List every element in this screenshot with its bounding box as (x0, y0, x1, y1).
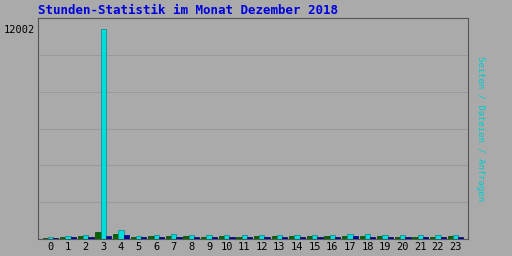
Bar (131, 237, 136, 239)
Bar (201, 237, 206, 239)
Bar (48, 237, 53, 239)
Bar (412, 237, 418, 239)
Bar (206, 235, 211, 239)
Bar (377, 236, 382, 239)
Bar (430, 237, 435, 239)
Bar (254, 236, 259, 239)
Bar (359, 236, 365, 239)
Text: Stunden-Statistik im Monat Dezember 2018: Stunden-Statistik im Monat Dezember 2018 (38, 4, 338, 17)
Bar (83, 234, 89, 239)
Text: Seiten / Dateien / Anfragen: Seiten / Dateien / Anfragen (477, 56, 485, 201)
Bar (183, 236, 189, 239)
Bar (447, 236, 453, 239)
Bar (294, 235, 300, 239)
Bar (154, 235, 159, 239)
Bar (229, 237, 234, 239)
Bar (458, 237, 463, 239)
Bar (277, 235, 282, 239)
Bar (400, 235, 406, 239)
Bar (347, 234, 353, 239)
Bar (42, 238, 48, 239)
Bar (211, 237, 217, 239)
Bar (189, 235, 194, 239)
Bar (237, 237, 242, 239)
Bar (166, 236, 171, 239)
Bar (440, 237, 446, 239)
Bar (282, 237, 287, 239)
Bar (95, 232, 101, 239)
Bar (388, 237, 393, 239)
Bar (353, 237, 358, 239)
Bar (324, 236, 330, 239)
Bar (159, 237, 164, 239)
Bar (101, 29, 106, 239)
Bar (60, 237, 66, 239)
Bar (141, 238, 146, 239)
Bar (382, 235, 388, 239)
Bar (335, 237, 340, 239)
Bar (78, 236, 83, 239)
Bar (247, 237, 252, 239)
Bar (113, 234, 118, 239)
Bar (89, 237, 94, 239)
Bar (307, 236, 312, 239)
Bar (123, 235, 129, 239)
Bar (118, 230, 123, 239)
Bar (423, 237, 428, 239)
Bar (317, 237, 323, 239)
Bar (300, 237, 305, 239)
Bar (435, 235, 440, 239)
Bar (342, 236, 347, 239)
Bar (219, 237, 224, 239)
Bar (330, 235, 335, 239)
Bar (289, 236, 294, 239)
Bar (418, 235, 423, 239)
Bar (242, 235, 247, 239)
Bar (177, 237, 182, 239)
Bar (365, 234, 370, 239)
Bar (148, 237, 154, 239)
Bar (259, 235, 265, 239)
Bar (312, 235, 317, 239)
Bar (224, 235, 229, 239)
Bar (71, 237, 76, 239)
Bar (106, 236, 111, 239)
Bar (406, 237, 411, 239)
Bar (136, 236, 141, 239)
Bar (171, 234, 177, 239)
Bar (194, 237, 199, 239)
Bar (53, 238, 58, 239)
Bar (265, 237, 270, 239)
Bar (395, 237, 400, 239)
Bar (453, 235, 458, 239)
Bar (370, 237, 375, 239)
Bar (66, 236, 71, 239)
Bar (271, 236, 277, 239)
